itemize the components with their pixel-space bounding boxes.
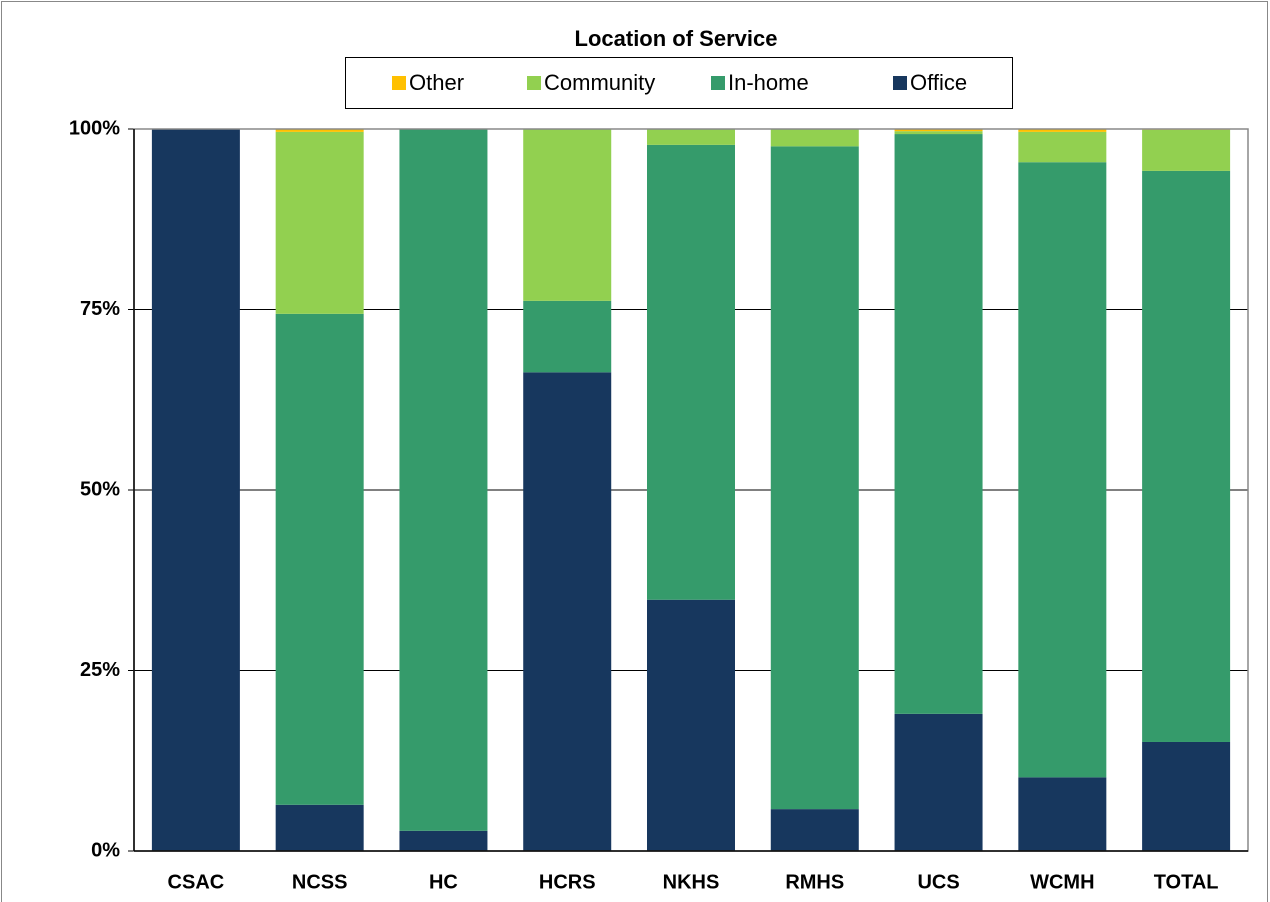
x-tick-label: HCRS [539, 871, 596, 893]
bar-segment [894, 131, 983, 135]
bar-segment [151, 129, 240, 851]
bar-segment [275, 804, 364, 851]
legend-swatch [711, 76, 725, 90]
bar-segment [399, 830, 488, 851]
bar-segment [647, 129, 735, 145]
bar-segment [1018, 777, 1107, 851]
bar-segment [770, 809, 859, 851]
legend-label: Community [544, 70, 655, 95]
legend-swatch [893, 76, 907, 90]
bar-segment [399, 129, 488, 831]
bar-segment [1142, 129, 1231, 171]
chart-title: Location of Service [575, 26, 778, 51]
bar-segment [523, 300, 612, 373]
legend-label: Office [910, 70, 967, 95]
bar-segment [894, 129, 983, 132]
y-tick-label: 100% [69, 117, 120, 139]
y-tick-label: 0% [91, 839, 120, 861]
x-tick-label: TOTAL [1154, 871, 1219, 893]
x-tick-label: CSAC [168, 871, 225, 893]
bar-segment [894, 134, 983, 714]
bar-segment [1018, 131, 1107, 163]
bar-segment [275, 313, 364, 805]
legend-swatch [392, 76, 406, 90]
bar-segment [1018, 129, 1107, 132]
x-tick-label: NKHS [663, 871, 720, 893]
x-tick-label: RMHS [785, 871, 844, 893]
bar-segment [1142, 170, 1231, 742]
bar-segment [894, 713, 983, 851]
bar-segment [523, 372, 612, 851]
bar-segment [523, 129, 612, 301]
bar-segment [770, 129, 859, 147]
legend-label: In-home [728, 70, 809, 95]
y-tick-label: 75% [80, 298, 120, 320]
bar-segment [647, 144, 735, 600]
legend-swatch [527, 76, 541, 90]
bar-segment [275, 131, 364, 314]
x-tick-label: NCSS [292, 871, 348, 893]
bar-segment [770, 146, 859, 810]
legend-label: Other [409, 70, 464, 95]
x-tick-label: HC [429, 871, 458, 893]
bar-segment [275, 129, 364, 132]
bar-segment [1142, 741, 1231, 851]
x-tick-label: UCS [917, 871, 959, 893]
y-tick-label: 50% [80, 478, 120, 500]
bar-segment [1018, 162, 1107, 778]
y-tick-label: 25% [80, 659, 120, 681]
x-tick-label: WCMH [1030, 871, 1094, 893]
bar-segment [647, 599, 735, 851]
